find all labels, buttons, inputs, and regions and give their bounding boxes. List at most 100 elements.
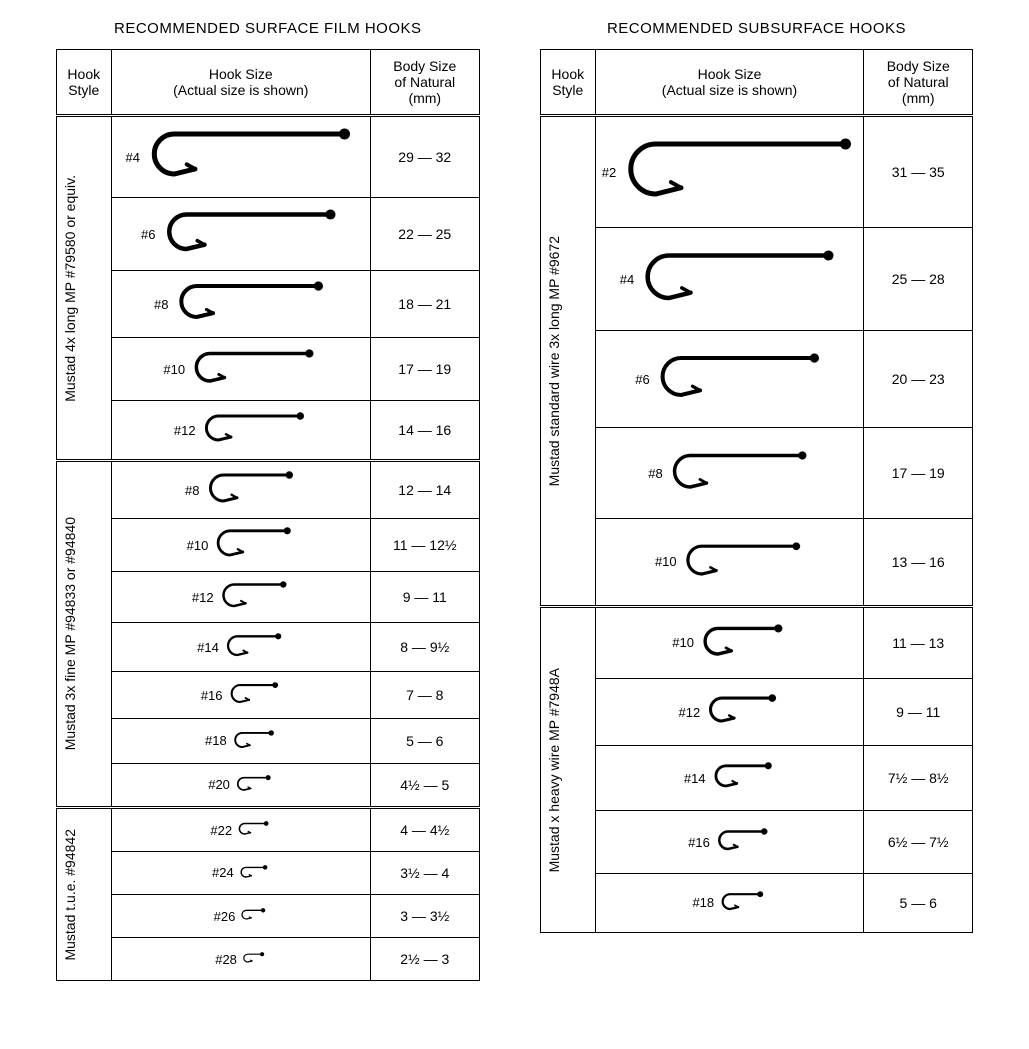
col-hook-size: Hook Size(Actual size is shown) <box>111 50 370 116</box>
hook-size-cell: #4 <box>111 116 370 198</box>
hook-row: Mustad t.u.e. #94842 #22 4 — 4½ <box>56 808 479 852</box>
hook-row: #12 14 — 16 <box>56 401 479 461</box>
body-size-cell: 9 — 11 <box>370 572 479 623</box>
hook-size-label: #16 <box>201 688 223 703</box>
hook-size-cell: #20 <box>111 764 370 808</box>
hook-style-label: Mustad 4x long MP #79580 or equiv. <box>56 116 111 461</box>
hook-row: #10 11 — 12½ <box>56 519 479 572</box>
hook-size-label: #22 <box>210 823 232 838</box>
hook-size-cell: #10 <box>595 607 863 679</box>
body-size-cell: 11 — 13 <box>864 607 973 679</box>
hook-size-cell: #12 <box>111 401 370 461</box>
body-size-cell: 4½ — 5 <box>370 764 479 808</box>
hook-row: #24 3½ — 4 <box>56 852 479 895</box>
hook-style-label: Mustad x heavy wire MP #7948A <box>540 607 595 933</box>
body-size-cell: 3½ — 4 <box>370 852 479 895</box>
body-size-cell: 7½ — 8½ <box>864 746 973 811</box>
hook-size-label: #2 <box>602 165 616 180</box>
hook-size-label: #14 <box>684 771 706 786</box>
hook-row: #10 17 — 19 <box>56 338 479 401</box>
left-title: RECOMMENDED SURFACE FILM HOOKS <box>114 20 422 37</box>
hook-size-label: #6 <box>635 372 649 387</box>
left-table-block: RECOMMENDED SURFACE FILM HOOKS HookStyle… <box>56 20 480 981</box>
hook-size-cell: #6 <box>595 331 863 428</box>
hook-style-label: Mustad standard wire 3x long MP #9672 <box>540 116 595 607</box>
body-size-cell: 4 — 4½ <box>370 808 479 852</box>
body-size-cell: 3 — 3½ <box>370 895 479 938</box>
body-size-cell: 5 — 6 <box>864 874 973 933</box>
hook-size-cell: #2 <box>595 116 863 228</box>
hook-row: Mustad 3x fine MP #94833 or #94840 #8 12… <box>56 461 479 519</box>
hook-size-label: #10 <box>655 554 677 569</box>
hook-size-cell: #16 <box>111 672 370 719</box>
body-size-cell: 25 — 28 <box>864 228 973 331</box>
body-size-cell: 17 — 19 <box>370 338 479 401</box>
hook-size-label: #6 <box>141 227 155 242</box>
hook-size-label: #14 <box>197 640 219 655</box>
body-size-cell: 22 — 25 <box>370 198 479 271</box>
hook-size-label: #4 <box>126 150 140 165</box>
hook-size-label: #16 <box>688 835 710 850</box>
hook-style-label: Mustad 3x fine MP #94833 or #94840 <box>56 461 111 808</box>
hook-row: #18 5 — 6 <box>540 874 972 933</box>
hook-size-cell: #22 <box>111 808 370 852</box>
hook-row: #8 18 — 21 <box>56 271 479 338</box>
hook-row: #26 3 — 3½ <box>56 895 479 938</box>
hook-row: #12 9 — 11 <box>56 572 479 623</box>
hook-size-label: #28 <box>215 952 237 967</box>
body-size-cell: 12 — 14 <box>370 461 479 519</box>
hook-row: #18 5 — 6 <box>56 719 479 764</box>
body-size-cell: 17 — 19 <box>864 428 973 519</box>
hook-size-cell: #10 <box>111 519 370 572</box>
hook-row: #4 25 — 28 <box>540 228 972 331</box>
hook-size-cell: #10 <box>595 519 863 607</box>
hook-size-cell: #26 <box>111 895 370 938</box>
hook-size-cell: #18 <box>111 719 370 764</box>
hook-row: #14 7½ — 8½ <box>540 746 972 811</box>
hook-size-label: #10 <box>672 635 694 650</box>
hook-row: #16 7 — 8 <box>56 672 479 719</box>
hook-size-label: #26 <box>214 909 236 924</box>
col-hook-style: HookStyle <box>56 50 111 116</box>
hook-row: #6 22 — 25 <box>56 198 479 271</box>
hook-size-label: #8 <box>185 483 199 498</box>
hook-size-label: #24 <box>212 865 234 880</box>
body-size-cell: 8 — 9½ <box>370 623 479 672</box>
hook-row: #12 9 — 11 <box>540 679 972 746</box>
hook-size-label: #12 <box>192 590 214 605</box>
hook-row: Mustad standard wire 3x long MP #9672 #2… <box>540 116 972 228</box>
right-title: RECOMMENDED SUBSURFACE HOOKS <box>607 20 906 37</box>
right-table: HookStyle Hook Size(Actual size is shown… <box>540 49 973 933</box>
hook-size-cell: #8 <box>111 271 370 338</box>
hook-size-cell: #12 <box>595 679 863 746</box>
hook-size-cell: #18 <box>595 874 863 933</box>
hook-size-cell: #4 <box>595 228 863 331</box>
col-body-size: Body Sizeof Natural(mm) <box>864 50 973 116</box>
hook-row: #20 4½ — 5 <box>56 764 479 808</box>
hook-row: #10 13 — 16 <box>540 519 972 607</box>
hook-size-label: #10 <box>187 538 209 553</box>
hook-size-label: #8 <box>154 297 168 312</box>
hook-row: Mustad 4x long MP #79580 or equiv. #4 29… <box>56 116 479 198</box>
body-size-cell: 29 — 32 <box>370 116 479 198</box>
hook-size-label: #4 <box>620 272 634 287</box>
body-size-cell: 31 — 35 <box>864 116 973 228</box>
hook-size-cell: #28 <box>111 938 370 981</box>
hook-size-cell: #8 <box>111 461 370 519</box>
body-size-cell: 2½ — 3 <box>370 938 479 981</box>
hook-row: #16 6½ — 7½ <box>540 811 972 874</box>
body-size-cell: 9 — 11 <box>864 679 973 746</box>
hook-row: #28 2½ — 3 <box>56 938 479 981</box>
body-size-cell: 18 — 21 <box>370 271 479 338</box>
hook-size-cell: #14 <box>111 623 370 672</box>
page: RECOMMENDED SURFACE FILM HOOKS HookStyle… <box>20 20 1009 981</box>
left-table: HookStyle Hook Size(Actual size is shown… <box>56 49 480 981</box>
hook-size-label: #20 <box>208 777 230 792</box>
hook-size-label: #12 <box>174 423 196 438</box>
hook-size-cell: #14 <box>595 746 863 811</box>
hook-style-label: Mustad t.u.e. #94842 <box>56 808 111 981</box>
hook-size-label: #10 <box>163 362 185 377</box>
hook-size-label: #18 <box>205 733 227 748</box>
body-size-cell: 6½ — 7½ <box>864 811 973 874</box>
right-table-block: RECOMMENDED SUBSURFACE HOOKS HookStyle H… <box>540 20 973 981</box>
